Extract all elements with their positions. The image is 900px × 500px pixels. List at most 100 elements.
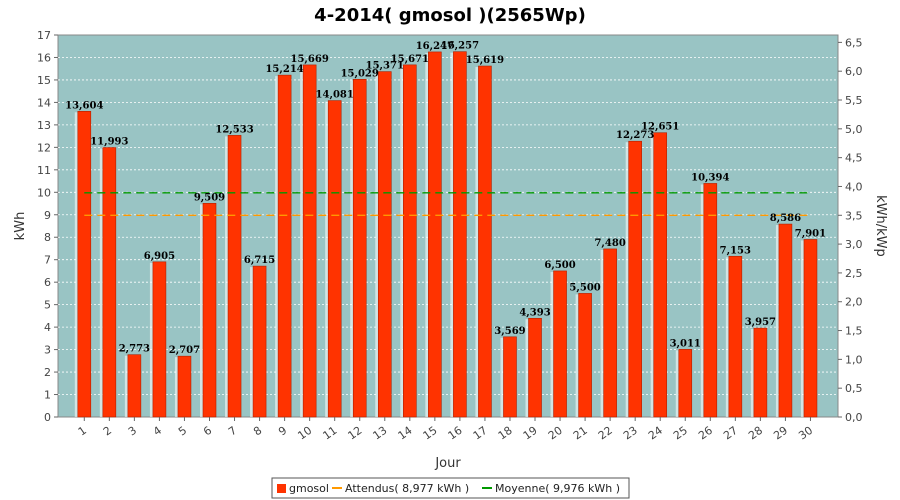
data-label: 3,957 [745,317,776,328]
y-tick-label: 1 [44,389,51,402]
bar [177,355,192,418]
data-label: 15,671 [391,54,429,65]
bar [302,64,317,418]
bar [102,147,117,418]
legend-entry-moyenne: Moyenne( 9,976 kWh ) [495,482,620,495]
data-label: 3,011 [670,338,701,349]
bar [628,140,642,418]
x-tick-label: 21 [571,424,590,443]
data-label: 16,247 [416,41,454,52]
bar [352,78,367,418]
y-right-tick-label: 3,5 [845,209,863,222]
data-label: 12,533 [215,124,253,135]
y-right-tick-label: 3,0 [845,238,863,251]
x-tick-label: 15 [421,424,440,443]
x-tick-label: 11 [320,424,339,443]
x-tick-label: 5 [176,424,189,439]
bar [77,111,92,418]
x-tick-label: 28 [746,424,765,443]
x-axis-label: Jour [434,456,461,471]
bar [503,336,517,418]
data-label: 15,371 [366,61,404,72]
y-right-tick-label: 1,0 [845,353,863,366]
x-tick-label: 18 [496,424,515,443]
bar [403,64,417,418]
legend-box [271,477,630,499]
bar [227,135,242,418]
y-tick-label: 0 [44,411,51,424]
legend: gmosol Attendus( 8,977 kWh ) Moyenne( 9,… [271,477,630,499]
bar [127,354,142,418]
bar [327,100,342,418]
data-label: 9,509 [194,192,225,203]
bar [678,349,693,418]
x-tick-label: 20 [546,424,565,443]
y-right-tick-label: 2,0 [845,296,863,309]
y-tick-label: 4 [44,321,51,334]
data-label: 6,715 [244,255,275,266]
bar [202,203,217,418]
bar [578,293,592,418]
data-label: 15,619 [466,55,504,66]
data-label: 12,273 [616,130,654,141]
y-tick-label: 13 [37,119,51,132]
y-axis-label: kWh [13,212,28,241]
data-label: 16,257 [441,41,479,52]
y-tick-label: 11 [37,164,51,177]
bar [277,74,292,418]
bar [377,71,392,418]
y-axis-right-label: kWh/kWp [873,195,888,257]
y-tick-label: 5 [44,299,51,312]
x-tick-label: 26 [696,424,715,443]
y-tick-label: 14 [37,96,51,109]
legend-entry-attendus: Attendus( 8,977 kWh ) [345,482,469,495]
data-labels: 13,604 11,993 2,773 6,905 2,707 9,509 12,533 6,… [65,41,826,356]
y-tick-label: 16 [37,51,51,64]
x-tick-label: 17 [471,424,490,443]
y-tick-label: 6 [44,276,51,289]
x-tick-label: 7 [226,424,239,439]
data-label: 7,901 [795,228,826,239]
data-label: 7,153 [720,245,751,256]
y-tick-label: 7 [44,254,51,267]
y-right-tick-label: 5,5 [845,94,863,107]
y-right-tick-label: 5,0 [845,123,863,136]
x-tick-label: 16 [446,424,465,443]
bar [703,183,718,418]
data-label: 2,707 [169,345,200,356]
data-label: 15,214 [265,64,303,75]
bar [478,65,492,418]
x-tick-label: 25 [671,424,690,443]
bar [803,239,818,418]
y-right-tick-label: 2,5 [845,267,863,280]
data-label: 4,393 [519,307,550,318]
data-label: 8,586 [770,213,801,224]
data-label: 5,500 [569,282,600,293]
y-right-tick-label: 6,5 [845,36,863,49]
data-label: 14,081 [316,90,354,101]
x-tick-label: 3 [126,424,139,439]
legend-swatch-gmosol [277,484,286,493]
data-label: 15,669 [291,54,329,65]
y-tick-label: 15 [37,74,51,87]
data-label: 10,394 [691,172,729,183]
y-right-tick-label: 4,0 [845,180,863,193]
reference-lines [84,192,811,216]
data-label: 2,773 [119,344,150,355]
x-tick-label: 1 [76,424,89,439]
x-tick-label: 29 [771,424,790,443]
bar [653,132,668,418]
x-tick-label: 30 [796,424,815,443]
data-label: 3,569 [494,326,525,337]
y-right-tick-label: 4,5 [845,152,863,165]
y-tick-label: 17 [37,29,51,42]
bar [753,327,768,418]
bar [428,51,442,418]
x-tick-label: 6 [201,424,214,439]
data-label: 13,604 [65,100,103,111]
y-right-tick-label: 6,0 [845,65,863,78]
bar [553,270,567,418]
x-tick-label: 2 [101,424,114,439]
x-tick-label: 22 [596,424,615,443]
